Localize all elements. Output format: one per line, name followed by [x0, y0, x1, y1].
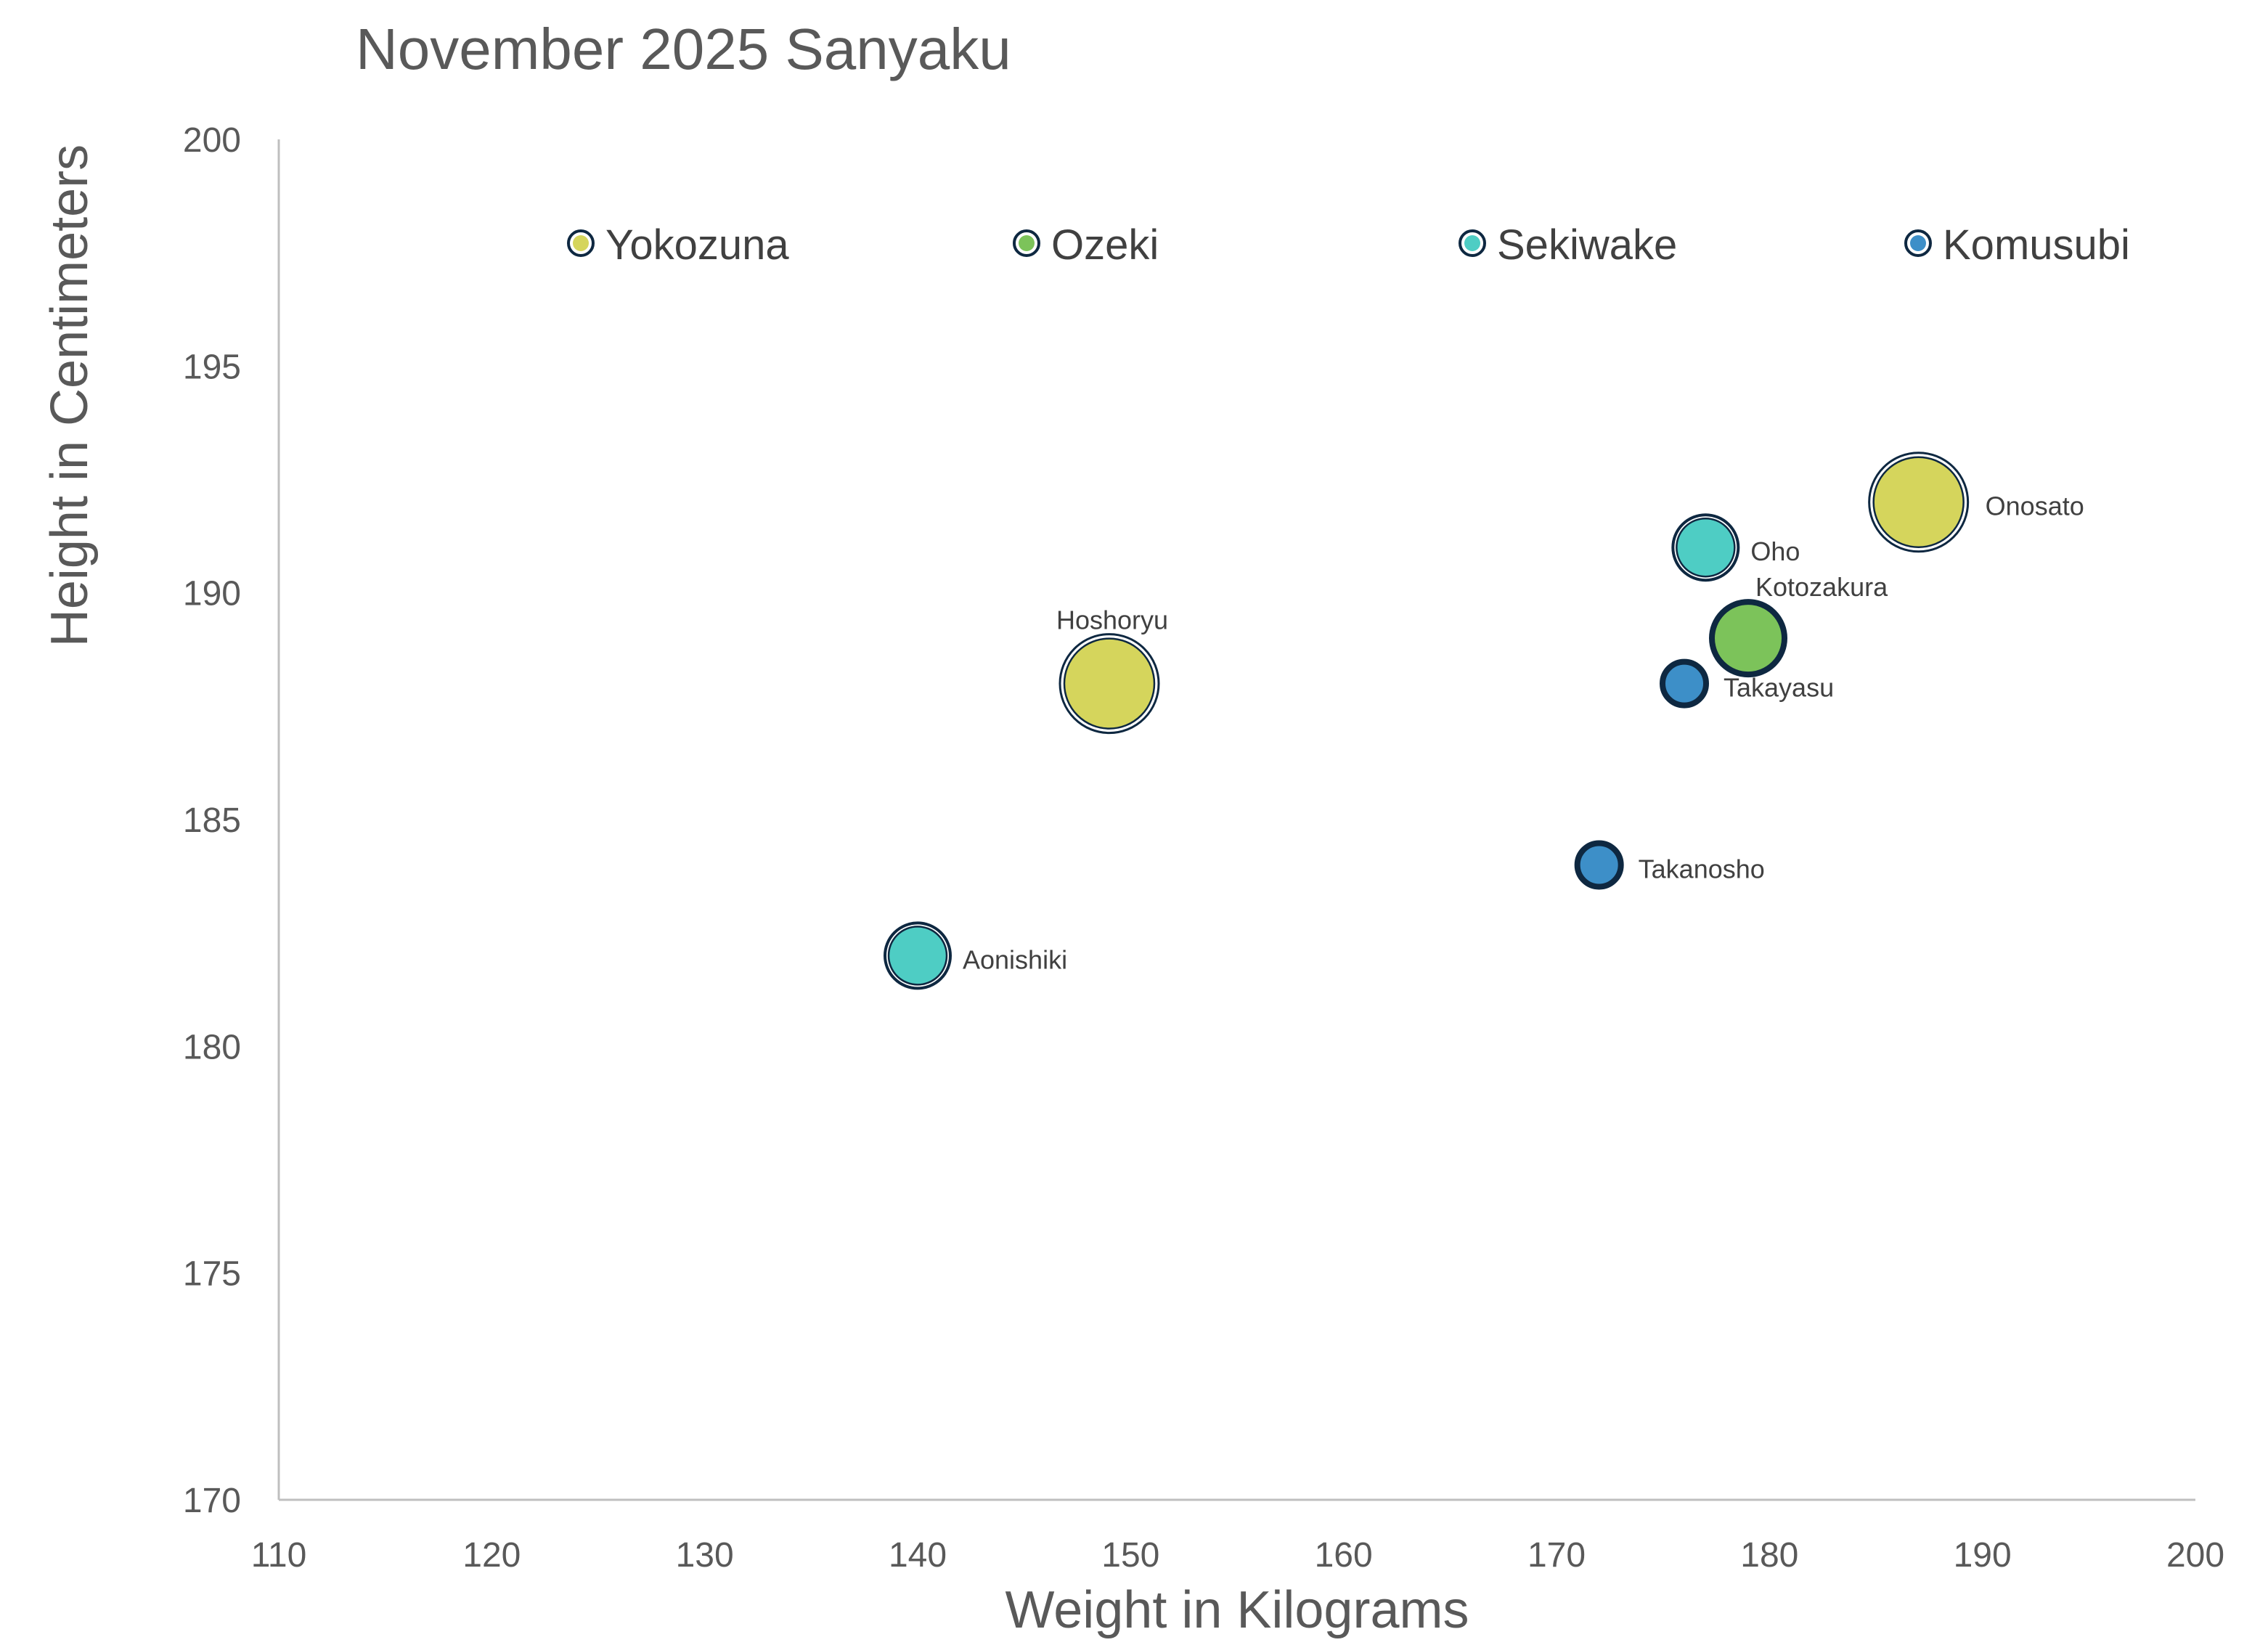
- bubble-kotozakura: [1709, 599, 1787, 678]
- bubble-takanosho: [1574, 840, 1624, 890]
- y-tick-labels: 170 175 180 185 190 195 200: [183, 121, 241, 1520]
- y-tick-label: 190: [183, 575, 241, 613]
- legend-marker: [573, 235, 589, 251]
- x-tick-label: 170: [1527, 1536, 1586, 1575]
- x-axis-title: Weight in Kilograms: [1005, 1581, 1469, 1639]
- legend-marker: [1910, 235, 1926, 251]
- legend: Yokozuna Ozeki Sekiwake Komusubi: [567, 221, 2130, 269]
- bubbles: [884, 452, 1970, 990]
- y-tick-label: 175: [183, 1255, 241, 1294]
- bubble-onosato: [1868, 452, 1970, 553]
- bubble-point: [1709, 599, 1787, 678]
- legend-label: Ozeki: [1051, 221, 1159, 269]
- bubble-takayasu: [1660, 658, 1709, 709]
- legend-item-yokozuna: Yokozuna: [567, 221, 789, 269]
- x-tick-label: 140: [889, 1536, 947, 1575]
- bubble-point: [1574, 840, 1624, 890]
- point-label: Onosato: [1986, 491, 2084, 521]
- legend-label: Sekiwake: [1497, 221, 1677, 269]
- x-tick-label: 200: [2166, 1536, 2224, 1575]
- legend-item-sekiwake: Sekiwake: [1459, 221, 1677, 269]
- point-labels: Onosato Hoshoryu Kotozakura Oho Aonishiki Tak…: [963, 491, 2084, 975]
- y-tick-label: 200: [183, 121, 241, 160]
- bubble-point: [1872, 456, 1965, 548]
- x-tick-labels: 110 120 130 140 150 160 170 180 190 200: [251, 1536, 2224, 1575]
- point-label: Takanosho: [1639, 854, 1765, 883]
- y-axis-title: Height in Centimeters: [41, 144, 99, 647]
- x-tick-label: 180: [1740, 1536, 1798, 1575]
- legend-label: Komusubi: [1943, 221, 2130, 269]
- point-label: Oho: [1750, 536, 1800, 566]
- bubble-outer-ring: [1671, 513, 1740, 582]
- x-tick-label: 160: [1315, 1536, 1373, 1575]
- bubble-point: [1063, 637, 1156, 730]
- bubble-point: [1676, 517, 1736, 578]
- x-tick-label: 190: [1954, 1536, 2012, 1575]
- bubble-point: [887, 926, 948, 986]
- legend-label: Yokozuna: [605, 221, 789, 269]
- bubble-aonishiki: [884, 921, 952, 990]
- legend-marker: [1019, 235, 1035, 251]
- legend-item-ozeki: Ozeki: [1013, 221, 1159, 269]
- y-tick-label: 195: [183, 348, 241, 386]
- bubble-outer-ring: [1058, 633, 1160, 735]
- bubble-hoshoryu: [1058, 633, 1160, 735]
- point-label: Aonishiki: [963, 944, 1067, 974]
- x-tick-label: 110: [251, 1536, 307, 1575]
- x-tick-label: 120: [462, 1536, 521, 1575]
- y-tick-label: 170: [183, 1482, 241, 1520]
- point-label: Hoshoryu: [1056, 605, 1168, 635]
- x-tick-label: 130: [676, 1536, 734, 1575]
- legend-marker: [1464, 235, 1480, 251]
- bubble-point: [1660, 658, 1709, 709]
- chart-title: November 2025 Sanyaku: [356, 17, 1011, 81]
- y-tick-label: 185: [183, 801, 241, 840]
- bubble-outer-ring: [884, 921, 952, 990]
- legend-item-komusubi: Komusubi: [1904, 221, 2130, 269]
- x-tick-label: 150: [1101, 1536, 1159, 1575]
- y-tick-label: 180: [183, 1028, 241, 1066]
- point-label: Kotozakura: [1755, 572, 1888, 602]
- point-label: Takayasu: [1724, 673, 1834, 703]
- bubble-oho: [1671, 513, 1740, 582]
- bubble-outer-ring: [1868, 452, 1970, 553]
